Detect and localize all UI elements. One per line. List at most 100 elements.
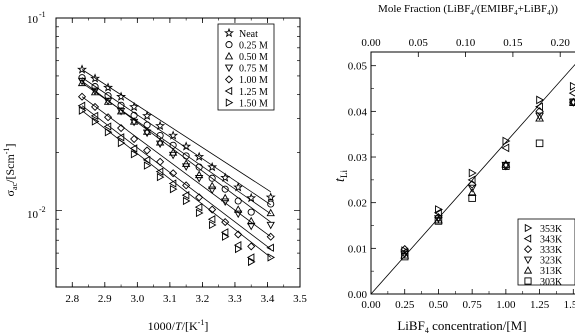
legend-label: 1.00 M	[239, 75, 268, 86]
y-tick-label-0.01-exp: -2	[39, 205, 46, 214]
data-point	[265, 192, 276, 202]
data-point	[247, 216, 256, 225]
data-point	[130, 150, 139, 159]
data-point	[234, 197, 242, 205]
right-y-axis-label: tLi	[333, 170, 349, 182]
top-label-part4: ))	[551, 3, 559, 15]
top-label-part3: +LiBF	[518, 3, 547, 15]
right-fit-line	[370, 63, 575, 295]
data-point	[235, 244, 243, 254]
left-x-label-close: ]	[204, 319, 208, 333]
data-point	[234, 230, 243, 239]
y-tick-label: 0.02	[348, 198, 367, 210]
data-point	[182, 196, 191, 206]
x-tick-label: 3.2	[196, 293, 210, 305]
top-tick-label: 0.05	[409, 37, 429, 49]
data-point	[220, 228, 229, 237]
x-tick-label: 3.1	[163, 293, 177, 305]
legend-marker-313k	[523, 266, 533, 274]
y-tick-label-0.01: 10	[27, 209, 39, 221]
data-point	[181, 159, 191, 167]
right-y-tick-labels: 0.00 0.01 0.02 0.03 0.04 0.05	[348, 61, 368, 301]
data-point	[155, 137, 165, 146]
legend-marker-0.50-m	[224, 51, 234, 60]
data-point	[156, 172, 165, 182]
legend-label: Neat	[239, 29, 258, 40]
data-point	[207, 186, 217, 195]
right-x-axis-label: LiBF4 concentration/[M]	[397, 318, 526, 335]
data-point	[77, 101, 86, 110]
data-point	[266, 208, 275, 217]
right-top-axis-label: Mole Fraction (LiBF4/(EMIBF4+LiBF4))	[378, 3, 558, 17]
data-point	[90, 102, 100, 111]
data-point	[233, 182, 244, 192]
data-point	[142, 129, 152, 138]
legend-label: 1.50 M	[239, 98, 268, 109]
data-point	[116, 133, 125, 142]
data-point	[103, 122, 112, 131]
data-point	[116, 91, 127, 101]
x-tick-label: 3.0	[130, 293, 144, 305]
right-x-tick-labels: 0.00 0.25 0.50 0.75 1.00 1.25 1.50	[361, 299, 575, 311]
fit-line-1.00-m	[81, 96, 271, 238]
legend-label: 353K	[540, 224, 563, 235]
data-point	[77, 64, 87, 74]
data-point	[195, 163, 203, 171]
data-point	[246, 253, 255, 262]
data-point	[501, 143, 510, 153]
right-tick-marks	[370, 52, 574, 295]
legend-label: 333K	[540, 245, 563, 256]
left-y-label-sup: -1	[2, 148, 11, 155]
top-tick-label: 0.00	[361, 37, 381, 49]
data-point	[104, 113, 113, 122]
data-point	[266, 232, 275, 241]
data-point	[207, 161, 218, 172]
data-point	[194, 170, 204, 179]
right-y-label-var: t	[333, 177, 348, 182]
series-neat	[77, 64, 276, 203]
linear-fit-line	[370, 63, 575, 295]
y-tick-label: 0.00	[348, 289, 368, 301]
data-point	[208, 174, 216, 182]
data-point	[220, 198, 230, 207]
data-point	[569, 81, 575, 91]
data-point	[266, 221, 275, 230]
data-point	[221, 232, 230, 241]
data-point	[467, 180, 477, 189]
data-point	[194, 202, 203, 212]
data-point	[207, 215, 216, 224]
data-point	[221, 185, 229, 193]
series-1.50-m	[78, 106, 276, 267]
data-point	[467, 184, 477, 193]
data-point	[156, 157, 165, 166]
data-point	[267, 200, 275, 208]
legend-label: 0.75 M	[239, 64, 268, 75]
series-1.00-m	[77, 92, 275, 251]
legend-label: 313K	[540, 266, 563, 277]
data-point	[129, 117, 139, 125]
legend-label: 0.50 M	[239, 52, 268, 63]
data-point	[208, 205, 217, 214]
series-303k	[400, 98, 575, 261]
data-point	[155, 140, 165, 149]
left-x-label-pre: 1000/	[148, 319, 176, 333]
data-point	[182, 152, 190, 160]
data-point	[78, 106, 87, 115]
legend-marker-353k	[524, 223, 533, 233]
data-point	[90, 111, 99, 121]
data-point	[221, 218, 230, 227]
data-point	[143, 121, 151, 129]
data-point	[569, 98, 575, 106]
data-point	[103, 97, 113, 106]
data-point	[155, 167, 164, 176]
data-point	[77, 92, 87, 101]
left-y-label-sub: ac	[10, 182, 19, 190]
data-point	[103, 82, 114, 92]
left-legend-box	[217, 23, 275, 111]
x-tick-label: 2.9	[98, 293, 112, 305]
legend-label: 303K	[540, 277, 563, 288]
legend-marker-0.75-m	[224, 64, 234, 73]
